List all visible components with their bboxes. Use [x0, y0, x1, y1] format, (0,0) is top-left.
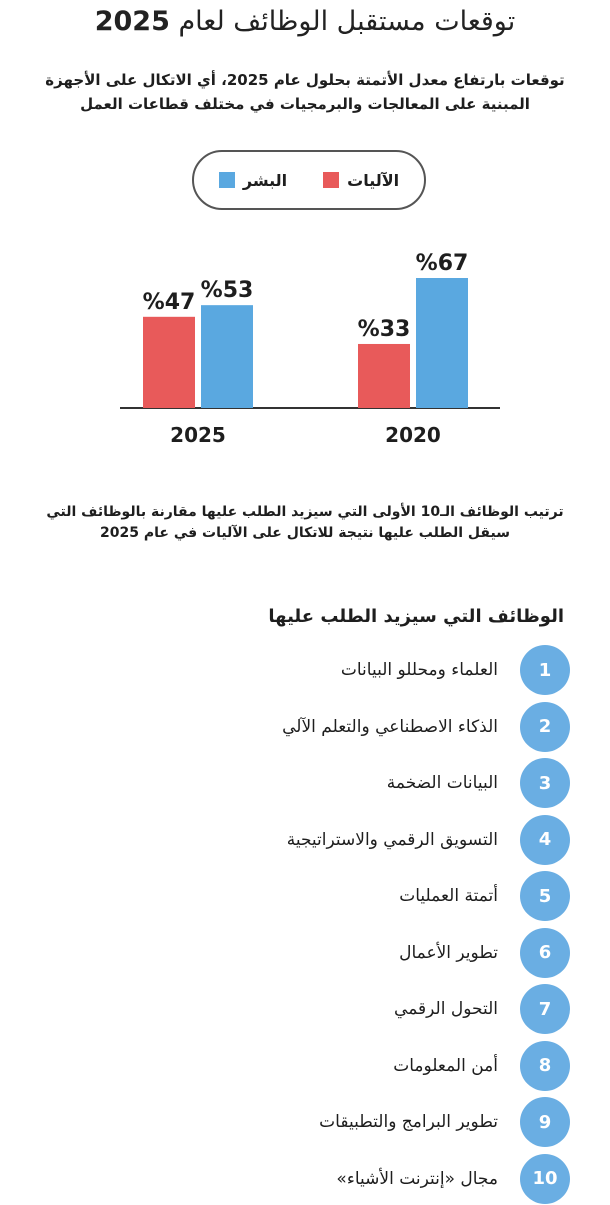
rank-number-badge: 8 — [520, 1040, 570, 1091]
data-label-humans-2025: %53 — [201, 278, 254, 303]
title-year: 2025 — [94, 6, 170, 37]
data-label-machines-2025: %47 — [143, 290, 196, 315]
bar-machines-2025 — [143, 316, 195, 408]
legend-swatch-humans — [218, 172, 235, 188]
job-label: التحول الرقمي — [394, 999, 498, 1019]
rank-number-badge: 6 — [520, 927, 570, 978]
list-item: 7 التحول الرقمي — [70, 983, 570, 1035]
chart-legend: البشر الآليات — [192, 150, 426, 210]
job-label: العلماء ومحللو البيانات — [340, 660, 498, 680]
list-item: 1 العلماء ومحللو البيانات — [70, 644, 570, 696]
list-item: 10 مجال «إنترنت الأشياء» — [70, 1153, 570, 1205]
rank-number-badge: 9 — [520, 1097, 570, 1147]
legend-item-machines: الآليات — [323, 171, 399, 190]
bar-humans-2025 — [201, 305, 253, 408]
list-item: 2 الذكاء الاصطناعي والتعلم الآلي — [70, 701, 570, 753]
legend-label-humans: البشر — [242, 170, 288, 190]
job-label: الذكاء الاصطناعي والتعلم الآلي — [282, 716, 498, 737]
job-label: تطوير البرامج والتطبيقات — [319, 1112, 498, 1132]
x-tick-label-2025: 2025 — [170, 423, 226, 447]
job-label: مجال «إنترنت الأشياء» — [336, 1168, 498, 1189]
job-label: التسويق الرقمي والاستراتيجية — [286, 829, 498, 850]
data-label-humans-2020: %67 — [416, 251, 469, 276]
x-tick-label-2020: 2020 — [385, 423, 441, 447]
job-label: تطوير الأعمال — [399, 942, 498, 963]
rank-number-badge: 5 — [520, 871, 570, 921]
legend-label-machines: الآليات — [347, 170, 400, 190]
list-item: 3 البيانات الضخمة — [70, 757, 570, 809]
data-label-machines-2020: %33 — [358, 317, 411, 342]
rank-number-badge: 1 — [520, 645, 570, 695]
rank-number-badge: 2 — [520, 701, 570, 752]
page-title: توقعات مستقبل الوظائف لعام 2025 — [0, 6, 610, 37]
legend-item-humans: البشر — [218, 170, 288, 190]
list-item: 5 أتمتة العمليات — [70, 870, 570, 922]
bar-chart: %47 %53 2025 %33 %67 2020 — [120, 251, 500, 447]
rank-number-badge: 7 — [520, 984, 570, 1034]
rank-number-badge: 3 — [520, 758, 570, 808]
list-item: 9 تطوير البرامج والتطبيقات — [70, 1096, 570, 1148]
job-label: البيانات الضخمة — [386, 773, 498, 793]
list-heading: الوظائف التي سيزيد الطلب عليها — [268, 606, 564, 627]
job-label: أمن المعلومات — [393, 1055, 498, 1076]
ranking-intro: ترتيب الوظائف الـ10 الأولى التي سيزيد ال… — [46, 504, 564, 541]
job-label: أتمتة العمليات — [399, 886, 498, 906]
list-item: 6 تطوير الأعمال — [70, 927, 570, 979]
rank-number-badge: 4 — [520, 814, 570, 865]
list-item: 8 أمن المعلومات — [70, 1040, 570, 1092]
bar-machines-2020 — [358, 343, 410, 408]
subtitle: توقعات بارتفاع معدل الأتمتة بحلول عام 20… — [45, 71, 565, 113]
bar-humans-2020 — [416, 278, 468, 408]
legend-swatch-machines — [323, 172, 340, 188]
rank-number-badge: 10 — [520, 1153, 570, 1204]
list-item: 4 التسويق الرقمي والاستراتيجية — [70, 814, 570, 866]
title-text: توقعات مستقبل الوظائف لعام — [178, 6, 516, 37]
